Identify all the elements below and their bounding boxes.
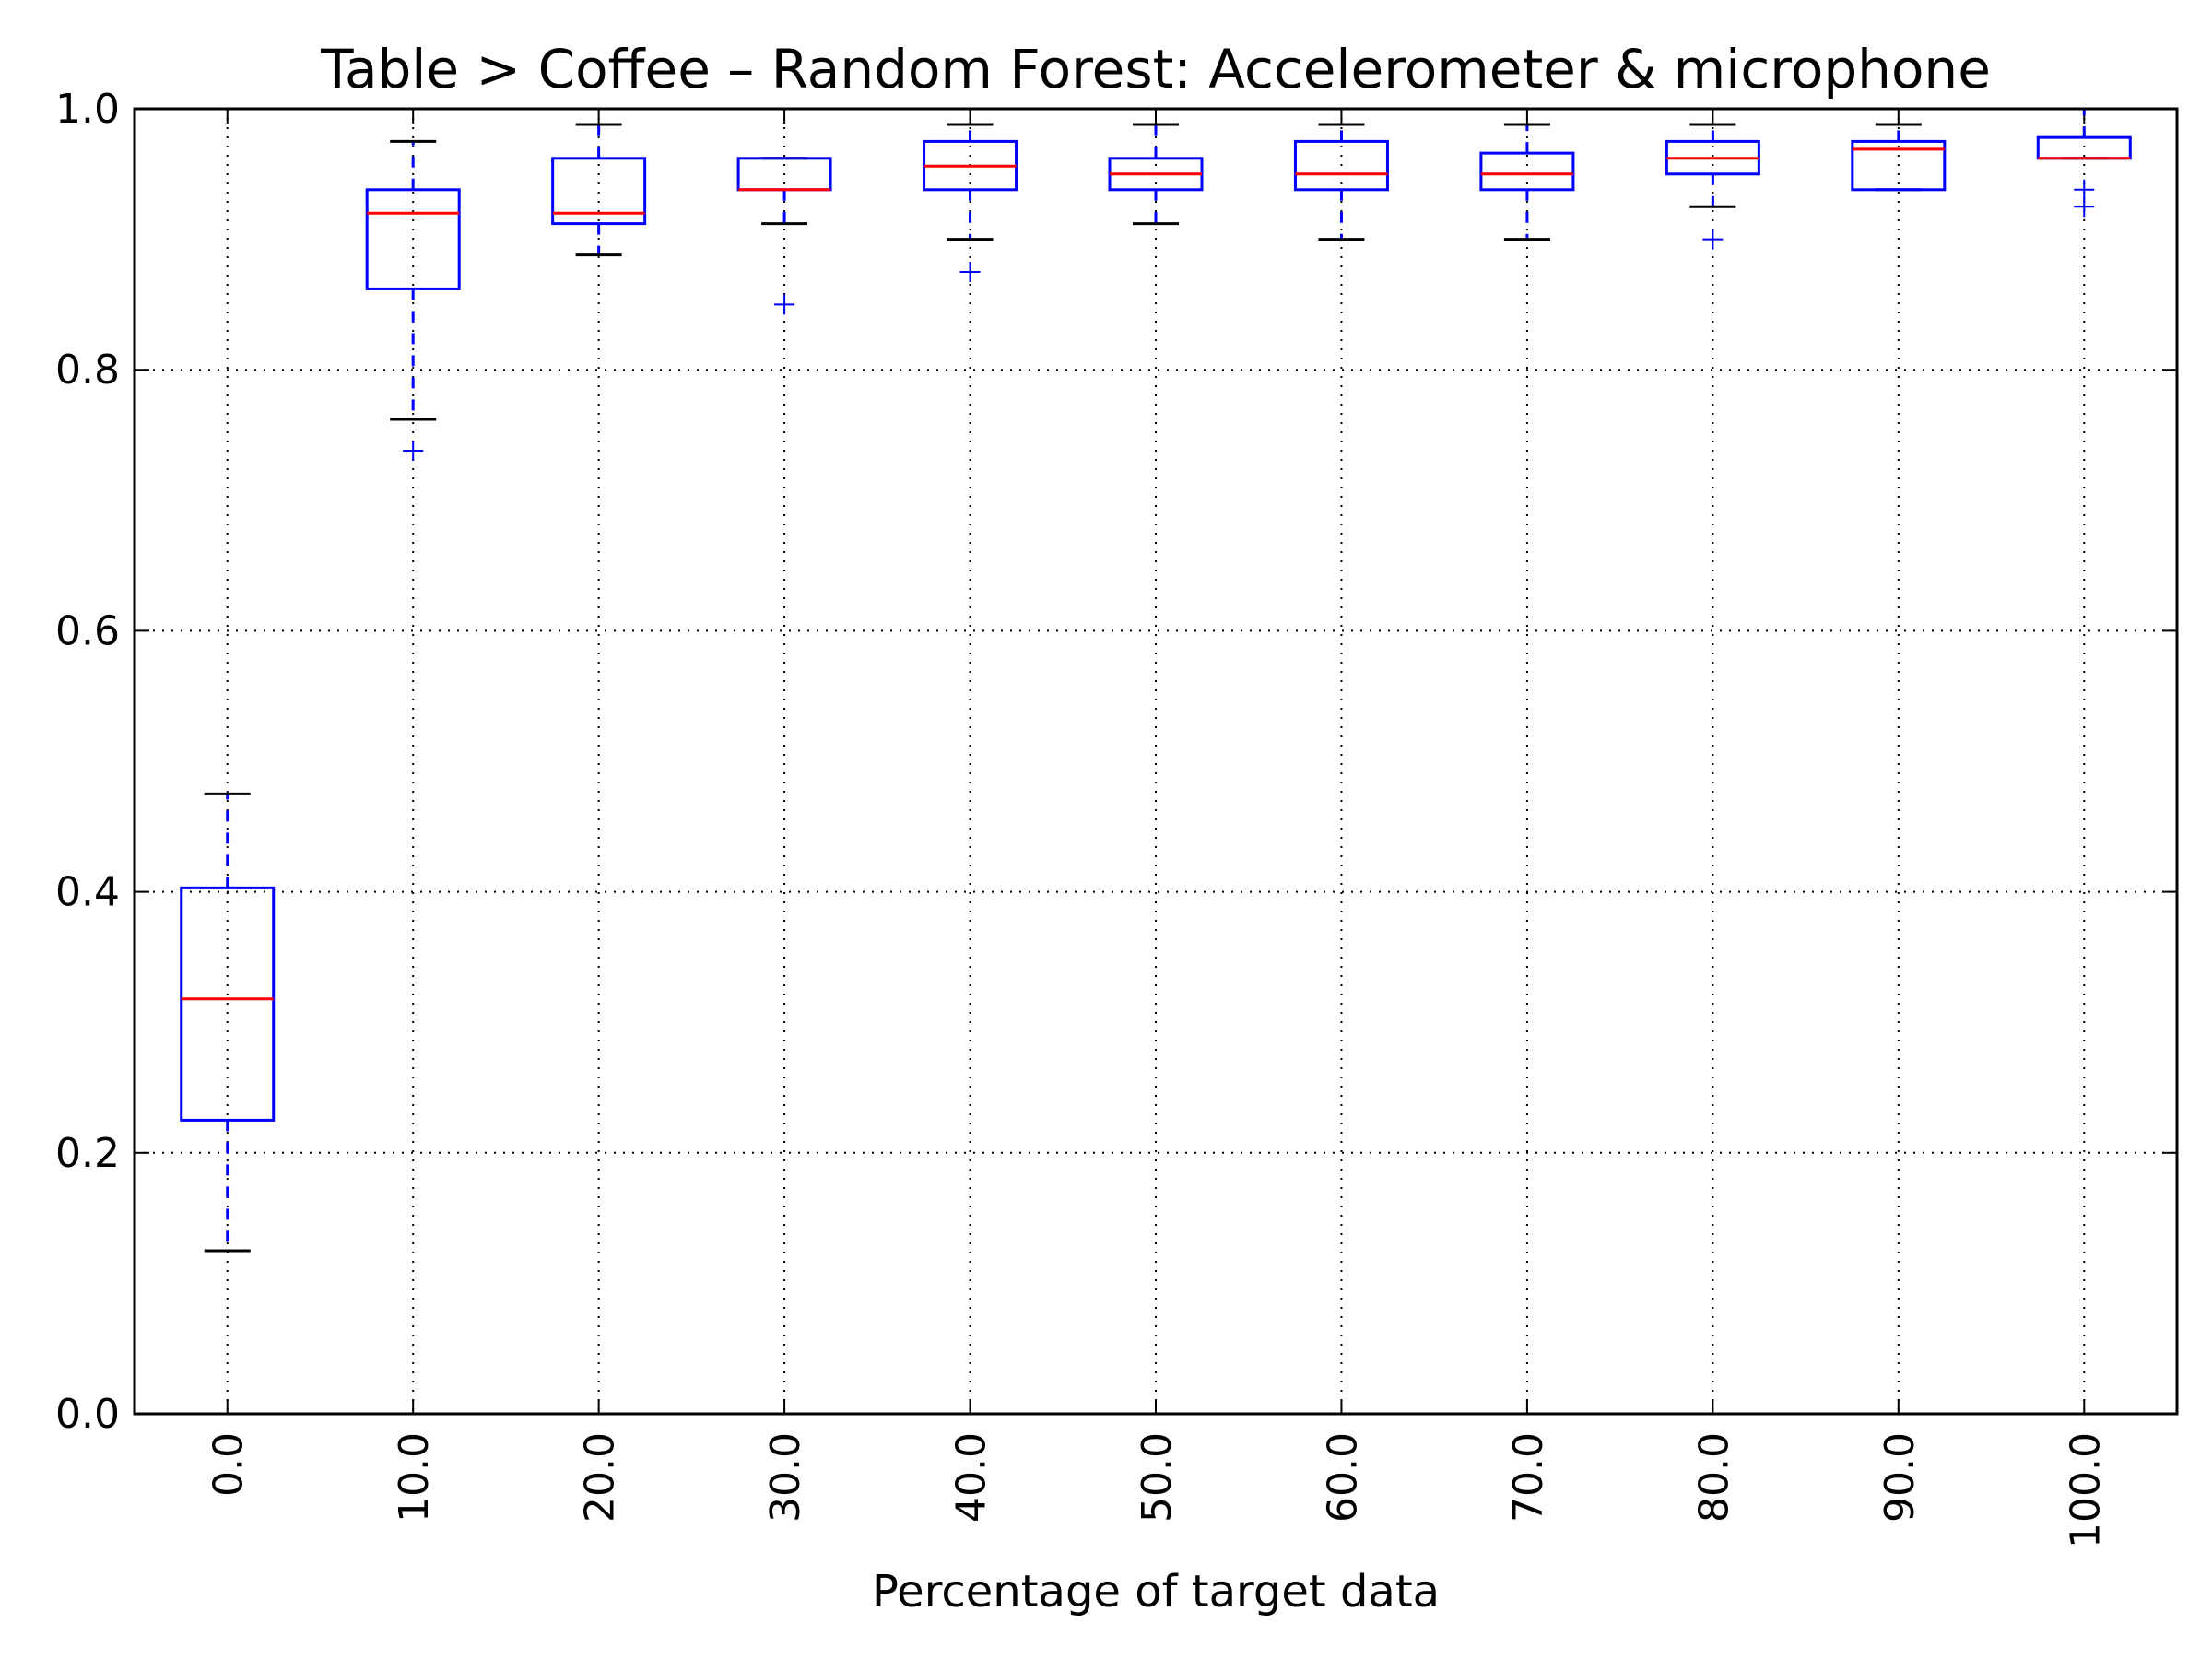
y-tick-label: 1.0 [55,86,120,133]
y-tick-label: 0.4 [55,869,120,916]
x-tick-label: 90.0 [1877,1432,1924,1523]
x-tick-label: 30.0 [762,1432,809,1523]
outlier-point [1702,229,1724,250]
outlier-point [959,262,981,282]
iqr-box [180,886,276,1122]
x-tick-labels: 0.0 10.0 20.0 30.0 40.0 50.0 60.0 70.0 80.0 90.0 1… [206,1432,2110,1548]
outlier-point [403,440,424,461]
box-80-0 [1665,123,1760,250]
iqr-box [1479,151,1575,192]
x-tick-label: 70.0 [1505,1432,1552,1523]
outlier-point [774,294,795,315]
iqr-box [551,157,647,226]
x-tick-label: 10.0 [391,1432,438,1523]
x-tick-label: 0.0 [206,1432,253,1497]
x-axis-label: Percentage of target data [872,1566,1440,1618]
box-70-0 [1479,123,1575,241]
iqr-box [1293,139,1389,192]
x-tick-label: 60.0 [1319,1432,1366,1523]
box-30-0 [736,157,832,315]
box-0-0 [180,792,276,1253]
iqr-box [1851,139,1947,192]
outlier-point [2074,179,2095,200]
x-tick-label: 50.0 [1134,1432,1181,1523]
y-tick-label: 0.6 [55,607,120,654]
box-40-0 [923,123,1018,282]
x-tick-label: 40.0 [948,1432,995,1523]
x-tick-label: 80.0 [1690,1432,1737,1523]
box-90-0 [1851,123,1947,192]
outlier-point [2074,196,2095,218]
iqr-box [365,188,461,290]
y-tick-labels: 0.0 0.2 0.4 0.6 0.8 1.0 [55,86,120,1438]
plot-area-frame [133,107,2179,1416]
box-10-0 [365,139,461,461]
y-tick-label: 0.8 [55,347,120,394]
box-60-0 [1293,123,1389,241]
y-tick-label: 0.0 [55,1391,120,1438]
box-100-0 [2036,107,2132,218]
x-tick-label: 100.0 [2062,1432,2109,1548]
x-tick-label: 20.0 [577,1432,624,1523]
y-tick-label: 0.2 [55,1130,120,1177]
box-20-0 [551,123,647,257]
box-50-0 [1108,123,1204,226]
chart-title: Table > Coffee – Random Forest: Accelero… [320,38,1991,100]
boxes [180,107,2132,1253]
